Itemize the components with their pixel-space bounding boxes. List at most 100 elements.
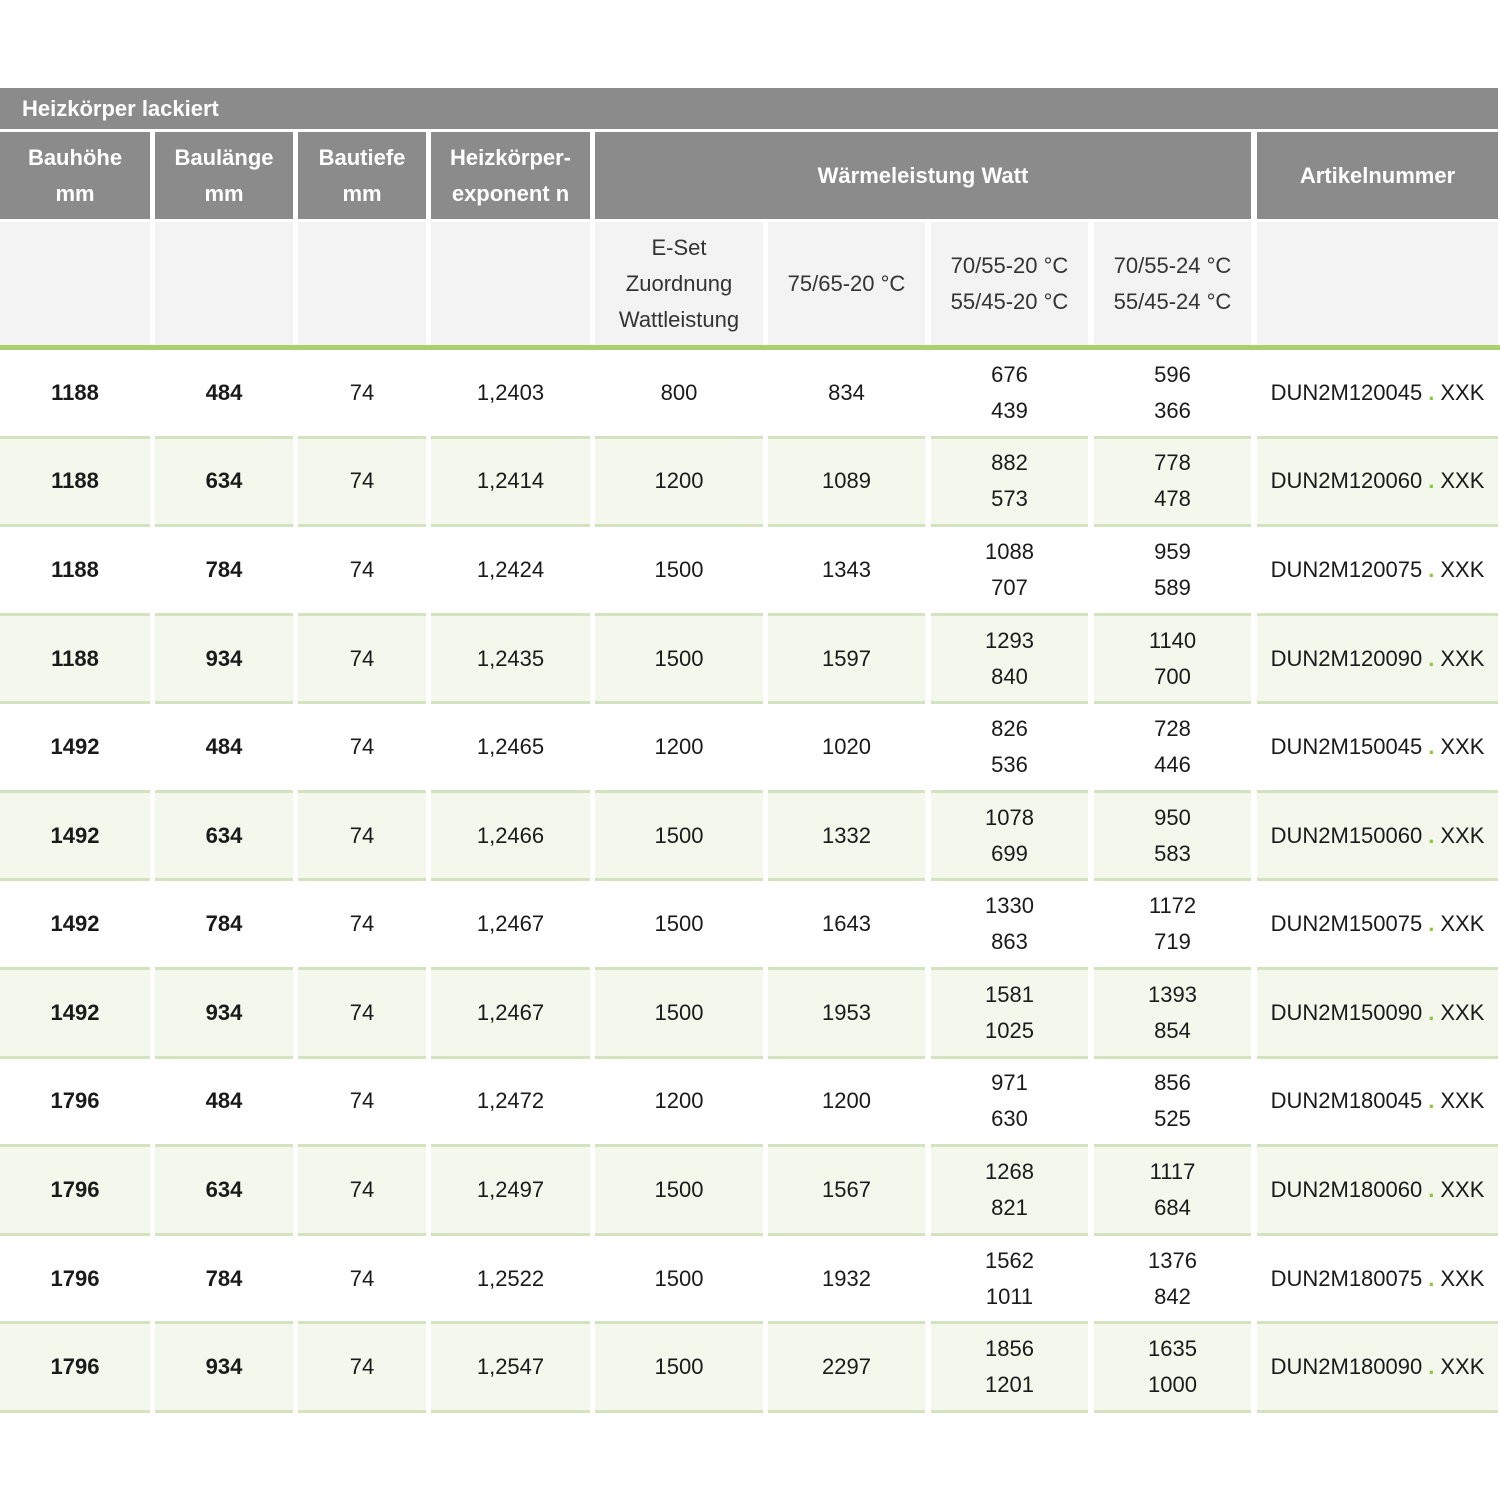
table-cell: 1635 1000 bbox=[1094, 1324, 1251, 1413]
cell-line: 1025 bbox=[985, 1013, 1034, 1049]
cell-text: 1796 bbox=[50, 1354, 100, 1380]
cell-line: 573 bbox=[991, 481, 1028, 517]
header-line: mm bbox=[55, 176, 94, 212]
cell-text: 1200 bbox=[654, 468, 704, 494]
subheader-cell bbox=[155, 222, 293, 345]
cell-text: 934 bbox=[205, 1354, 243, 1380]
subheader-cell bbox=[298, 222, 426, 345]
table-cell: 1643 bbox=[768, 881, 925, 971]
article-number: DUN2M180090. XXK bbox=[1271, 1349, 1485, 1385]
header-line: Baulänge bbox=[174, 140, 273, 176]
article-separator: . bbox=[1428, 822, 1435, 848]
cell-text: 1500 bbox=[654, 556, 704, 582]
table-cell: 1172 719 bbox=[1094, 881, 1251, 971]
table-cell: 1796 bbox=[0, 1058, 150, 1148]
header-line: mm bbox=[342, 176, 381, 212]
cell-text: 1,2547 bbox=[476, 1354, 545, 1380]
cell-text: 74 bbox=[349, 1354, 375, 1380]
cell-text: 800 bbox=[660, 379, 698, 405]
table-cell: 1500 bbox=[595, 615, 763, 705]
cell-text: 1078 bbox=[985, 804, 1034, 830]
table-cell: 1200 bbox=[768, 1058, 925, 1148]
article-separator: . bbox=[1428, 911, 1435, 937]
table-cell: 1188 bbox=[0, 615, 150, 705]
cell-line: 971 bbox=[991, 1065, 1028, 1101]
cell-text: 1,2465 bbox=[476, 734, 545, 760]
subheader-cell bbox=[1257, 222, 1498, 345]
subheader-cell bbox=[431, 222, 590, 345]
table-cell: 1,2424 bbox=[431, 527, 590, 616]
article-number: DUN2M150045. XXK bbox=[1271, 729, 1485, 765]
cell-text: 1567 bbox=[822, 1177, 871, 1203]
cell-text: 1089 bbox=[822, 468, 871, 494]
cell-text: 1,2424 bbox=[476, 556, 545, 582]
article-separator: . bbox=[1428, 1265, 1435, 1291]
cell-text: 1188 bbox=[51, 645, 99, 671]
table-cell: 1330 863 bbox=[931, 881, 1088, 971]
cell-line: 719 bbox=[1154, 924, 1191, 960]
cell-text: 1492 bbox=[50, 822, 100, 848]
cell-line: 1293 bbox=[985, 623, 1034, 659]
article-separator: . bbox=[1428, 734, 1435, 760]
table-cell: 1500 bbox=[595, 970, 763, 1059]
cell-text: 74 bbox=[349, 1088, 375, 1114]
cell-line: 842 bbox=[1154, 1279, 1191, 1315]
cell-text: 1201 bbox=[985, 1372, 1034, 1398]
cell-text: 1500 bbox=[654, 1265, 704, 1291]
cell-text: 1635 bbox=[1148, 1336, 1197, 1362]
table-cell: DUN2M120075. XXK bbox=[1257, 527, 1498, 616]
article-suffix: XXK bbox=[1440, 822, 1485, 848]
cell-text: 699 bbox=[991, 840, 1028, 866]
subheader-line: E-Set bbox=[651, 230, 706, 266]
header-text: Bauhöhe bbox=[27, 144, 123, 170]
article-code: DUN2M180045 bbox=[1270, 1088, 1423, 1114]
cell-text: 589 bbox=[1154, 574, 1191, 600]
table-cell: 1796 bbox=[0, 1324, 150, 1413]
article-number: DUN2M120090. XXK bbox=[1271, 641, 1485, 677]
table-cell: 634 bbox=[155, 438, 293, 528]
article-number: DUN2M120060. XXK bbox=[1271, 463, 1485, 499]
table-cell: 728 446 bbox=[1094, 704, 1251, 793]
header-line: exponent n bbox=[452, 176, 569, 212]
table-cell: 1856 1201 bbox=[931, 1324, 1088, 1413]
article-separator: . bbox=[1428, 1177, 1435, 1203]
cell-line: 596 bbox=[1154, 357, 1191, 393]
subheader-line: 75/65-20 °C bbox=[788, 266, 906, 302]
table-cell: 934 bbox=[155, 615, 293, 705]
cell-text: 1492 bbox=[50, 911, 100, 937]
table-title-bar: Heizkörper lackiert bbox=[0, 88, 1498, 129]
cell-line: 854 bbox=[1154, 1013, 1191, 1049]
table-cell: 1,2465 bbox=[431, 704, 590, 793]
cell-text: 826 bbox=[991, 716, 1028, 742]
header-cell: Bautiefe mm bbox=[298, 132, 426, 219]
cell-text: 1343 bbox=[822, 556, 871, 582]
cell-line: 589 bbox=[1154, 570, 1191, 606]
article-code: DUN2M120075 bbox=[1270, 556, 1423, 582]
table-cell: 1,2466 bbox=[431, 792, 590, 882]
article-code: DUN2M150045 bbox=[1270, 734, 1423, 760]
subheader-cell: 75/65-20 °C bbox=[768, 222, 925, 345]
cell-text: 1293 bbox=[985, 627, 1034, 653]
cell-text: 74 bbox=[349, 999, 375, 1025]
cell-text: 684 bbox=[1154, 1195, 1191, 1221]
table-cell: 1492 bbox=[0, 792, 150, 882]
subheader-text: 55/45-20 °C bbox=[950, 288, 1069, 314]
cell-text: 1117 bbox=[1149, 1159, 1196, 1185]
article-suffix: XXK bbox=[1440, 911, 1485, 937]
cell-line: 699 bbox=[991, 836, 1028, 872]
cell-line: 478 bbox=[1154, 481, 1191, 517]
table-cell: 1200 bbox=[595, 438, 763, 528]
header-text: Wärmeleistung Watt bbox=[817, 162, 1029, 188]
table-cell: 1188 bbox=[0, 350, 150, 439]
cell-text: 634 bbox=[205, 822, 243, 848]
cell-text: 1796 bbox=[50, 1265, 100, 1291]
table-cell: 1492 bbox=[0, 970, 150, 1059]
article-code: DUN2M180060 bbox=[1270, 1177, 1423, 1203]
cell-line: 1172 bbox=[1149, 888, 1196, 924]
cell-line: 1268 bbox=[985, 1154, 1034, 1190]
table-cell: 1,2547 bbox=[431, 1324, 590, 1413]
cell-text: 583 bbox=[1154, 840, 1191, 866]
cell-text: 934 bbox=[205, 645, 243, 671]
cell-text: 1172 bbox=[1148, 893, 1197, 919]
cell-line: 1140 bbox=[1149, 623, 1196, 659]
